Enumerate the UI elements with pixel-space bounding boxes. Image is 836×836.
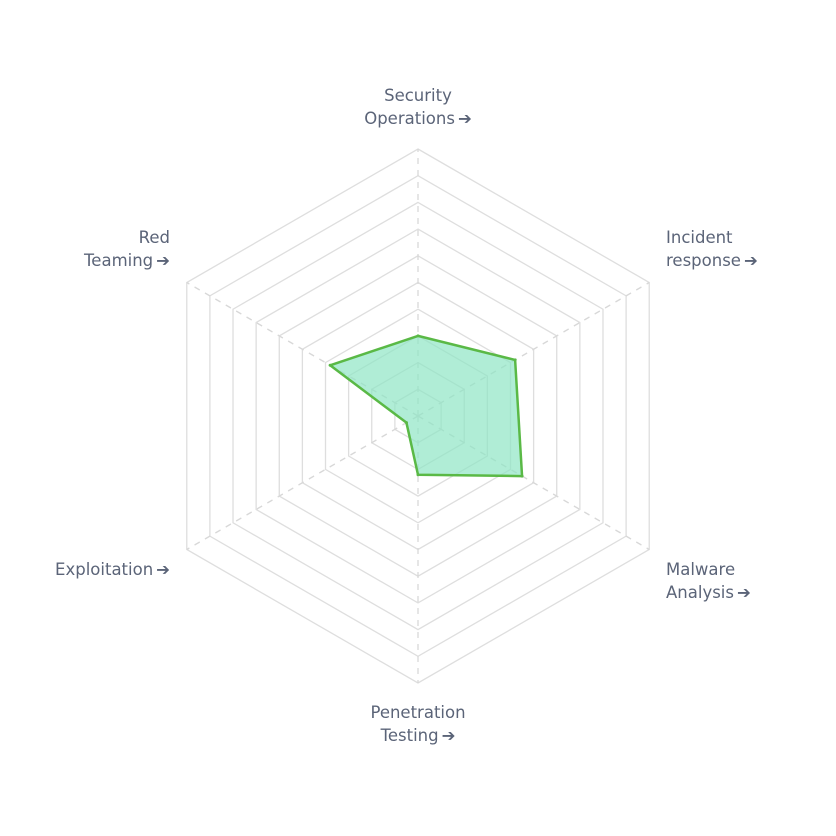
axis-label-red-teaming[interactable]: Red Teaming ➔: [84, 226, 170, 272]
arrow-right-icon: ➔: [743, 251, 758, 270]
axis-label-line: Red: [138, 228, 170, 247]
axis-label-malware-analysis[interactable]: Malware Analysis ➔: [666, 558, 751, 604]
axis-spoke: [186, 415, 419, 551]
arrow-right-icon: ➔: [736, 583, 751, 602]
axis-label-line: Exploitation: [55, 560, 154, 579]
axis-label-exploitation[interactable]: Exploitation ➔: [55, 558, 170, 581]
axis-spoke: [186, 281, 419, 417]
axis-label-security-operations[interactable]: Security Operations ➔: [318, 84, 518, 130]
axis-spoke: [417, 281, 650, 417]
axis-label-line: Testing: [380, 726, 439, 745]
arrow-right-icon: ➔: [156, 251, 170, 270]
axis-label-line: Penetration: [370, 703, 466, 722]
arrow-right-icon: ➔: [457, 109, 472, 128]
axis-label-line: response: [666, 251, 741, 270]
axis-label-line: Security: [384, 86, 452, 105]
axis-label-line: Malware: [666, 560, 736, 579]
data-point[interactable]: [416, 334, 420, 338]
axis-label-line: Teaming: [84, 251, 154, 270]
axis-label-incident-response[interactable]: Incident response ➔: [666, 226, 758, 272]
axis-label-line: Operations: [364, 109, 455, 128]
axis-label-line: Incident: [666, 228, 733, 247]
data-point[interactable]: [404, 421, 408, 425]
axis-label-line: Analysis: [666, 583, 734, 602]
arrow-right-icon: ➔: [441, 726, 456, 745]
series-area[interactable]: [328, 334, 524, 478]
arrow-right-icon: ➔: [156, 560, 170, 579]
data-point[interactable]: [520, 474, 524, 478]
data-point[interactable]: [513, 358, 517, 362]
axis-label-penetration-testing[interactable]: Penetration Testing ➔: [318, 701, 518, 747]
data-point[interactable]: [328, 363, 332, 367]
grid-ring: [255, 228, 581, 604]
data-point[interactable]: [416, 473, 420, 477]
grid-ring: [232, 201, 604, 631]
axis-spoke: [417, 415, 650, 551]
